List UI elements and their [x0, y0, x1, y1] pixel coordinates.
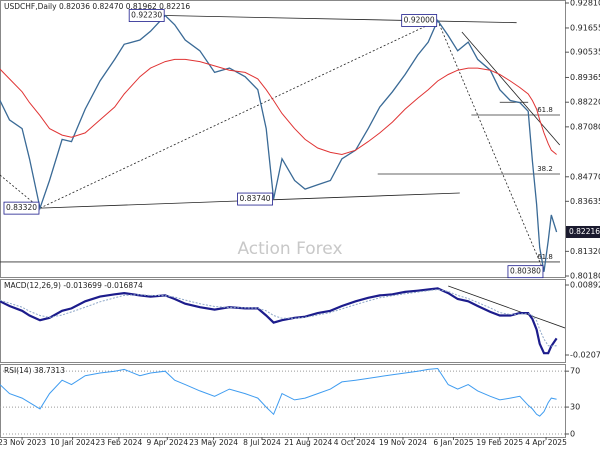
panel-frame — [0, 364, 566, 438]
y-tick-label: 0.88220 — [570, 98, 600, 107]
price-marker-label: 0.83740 — [240, 194, 271, 203]
x-tick-label: 10 Jan 2024 — [50, 438, 95, 447]
trend-line — [39, 20, 438, 209]
y-tick-label: 0.89365 — [570, 73, 600, 82]
y-tick-label: 0.84770 — [570, 172, 600, 181]
trend-line — [165, 15, 517, 24]
y-tick-label: 0.90535 — [570, 48, 600, 57]
price-marker-label: 0.83320 — [6, 203, 37, 212]
panel-frame — [0, 279, 566, 363]
x-tick-label: 4 Oct 2024 — [334, 438, 376, 447]
panel-title: MACD(12,26,9) -0.013699 -0.016874 — [4, 281, 143, 290]
fib-label: 38.2 — [537, 165, 553, 173]
fib-label: 61.8 — [537, 106, 553, 114]
trend-line — [448, 285, 565, 329]
price-marker-label: 0.92230 — [131, 11, 162, 20]
y-tick-label: 30 — [570, 403, 580, 412]
y-tick-label: 0.008923 — [570, 281, 600, 290]
x-tick-label: 9 Apr 2024 — [146, 438, 188, 447]
x-tick-label: 21 Aug 2024 — [284, 438, 332, 447]
x-tick-label: 6 Jan 2025 — [433, 438, 473, 447]
price-marker — [507, 265, 544, 279]
price-marker — [128, 9, 165, 22]
price-marker — [401, 14, 438, 27]
y-tick-label: 0.80180 — [570, 272, 600, 281]
x-tick-label: 4 Apr 2025 — [525, 438, 567, 447]
panel-title: RSI(14) 38.7313 — [4, 366, 65, 375]
series-line — [0, 367, 557, 417]
y-tick-label: 0.81320 — [570, 247, 600, 256]
x-tick-label: 19 Feb 2025 — [476, 438, 523, 447]
price-marker-label: 0.80380 — [510, 267, 541, 276]
panel-frame — [0, 0, 566, 278]
x-tick-label: 19 Nov 2024 — [379, 438, 427, 447]
series-line — [0, 14, 558, 272]
series-line — [0, 58, 557, 156]
y-tick-label: 0 — [570, 430, 575, 439]
series-line — [0, 288, 557, 347]
x-tick-label: 23 Nov 2023 — [0, 438, 46, 447]
watermark: Action Forex — [237, 239, 342, 259]
y-tick-label: 0.83635 — [570, 197, 600, 206]
y-tick-label: 0.87080 — [570, 122, 600, 131]
price-marker — [237, 192, 273, 206]
current-price-label: 0.82216 — [569, 227, 600, 236]
panel-title: USDCHF,Daily 0.82036 0.82470 0.81962 0.8… — [4, 2, 190, 11]
x-tick-label: 23 Feb 2024 — [96, 438, 143, 447]
y-tick-label: 0.91655 — [570, 23, 600, 32]
x-tick-label: 8 Jul 2024 — [243, 438, 281, 447]
plot-area — [0, 14, 561, 272]
plot-area — [0, 367, 565, 435]
plot-area — [0, 285, 565, 355]
trend-line — [461, 31, 561, 146]
trend-line — [437, 20, 545, 272]
y-tick-label: -0.020759 — [570, 351, 600, 360]
y-tick-label: 70 — [570, 367, 580, 376]
y-tick-label: 0.92810 — [570, 0, 600, 8]
price-marker — [3, 201, 40, 215]
series-line — [0, 287, 558, 355]
price-marker-label: 0.92000 — [404, 16, 435, 25]
x-tick-label: 23 May 2024 — [189, 438, 238, 447]
fib-label: 61.8 — [537, 253, 553, 261]
current-price-tag — [566, 225, 600, 238]
trend-line — [0, 174, 41, 209]
